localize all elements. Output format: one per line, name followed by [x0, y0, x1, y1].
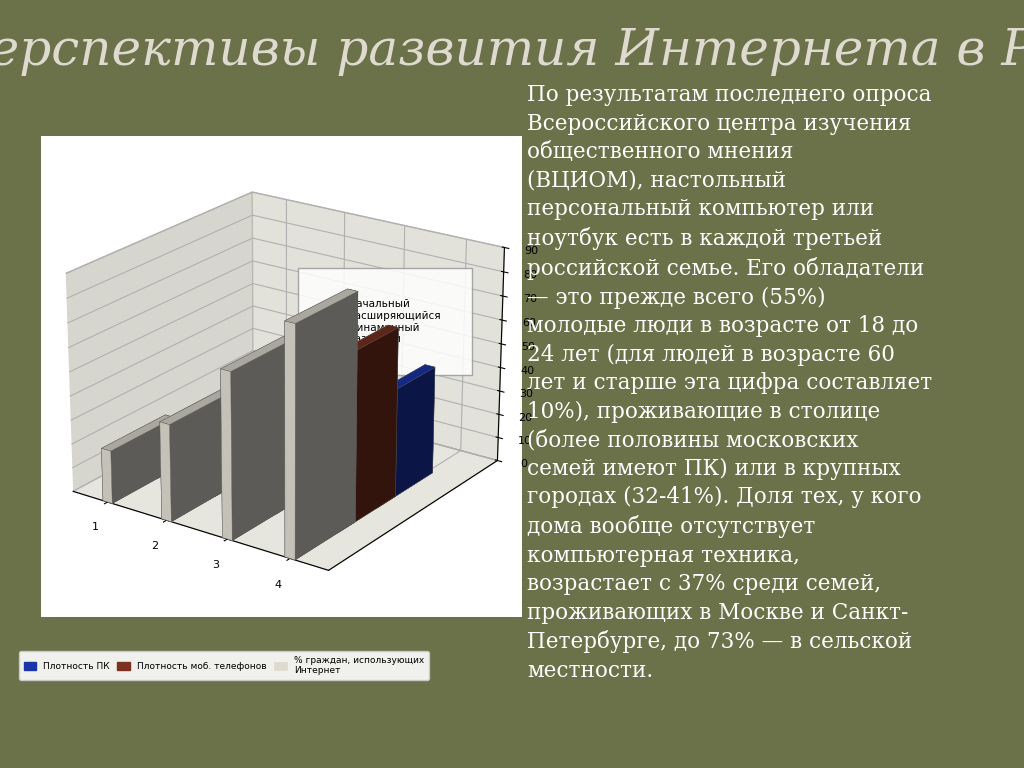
- Text: 1 – Начальный
2 – Расширяющийся
3 – Динамичный
4 – Развитый: 1 – Начальный 2 – Расширяющийся 3 – Дина…: [330, 300, 440, 344]
- Text: По результатам последнего опроса
Всероссийского центра изучения
общественного мн: По результатам последнего опроса Всеросс…: [527, 84, 933, 682]
- Text: Перспективы развития Интернета в РФ: Перспективы развития Интернета в РФ: [0, 27, 1024, 76]
- Legend: Плотность ПК, Плотность моб. телефонов, % граждан, использующих
Интернет: Плотность ПК, Плотность моб. телефонов, …: [19, 651, 429, 680]
